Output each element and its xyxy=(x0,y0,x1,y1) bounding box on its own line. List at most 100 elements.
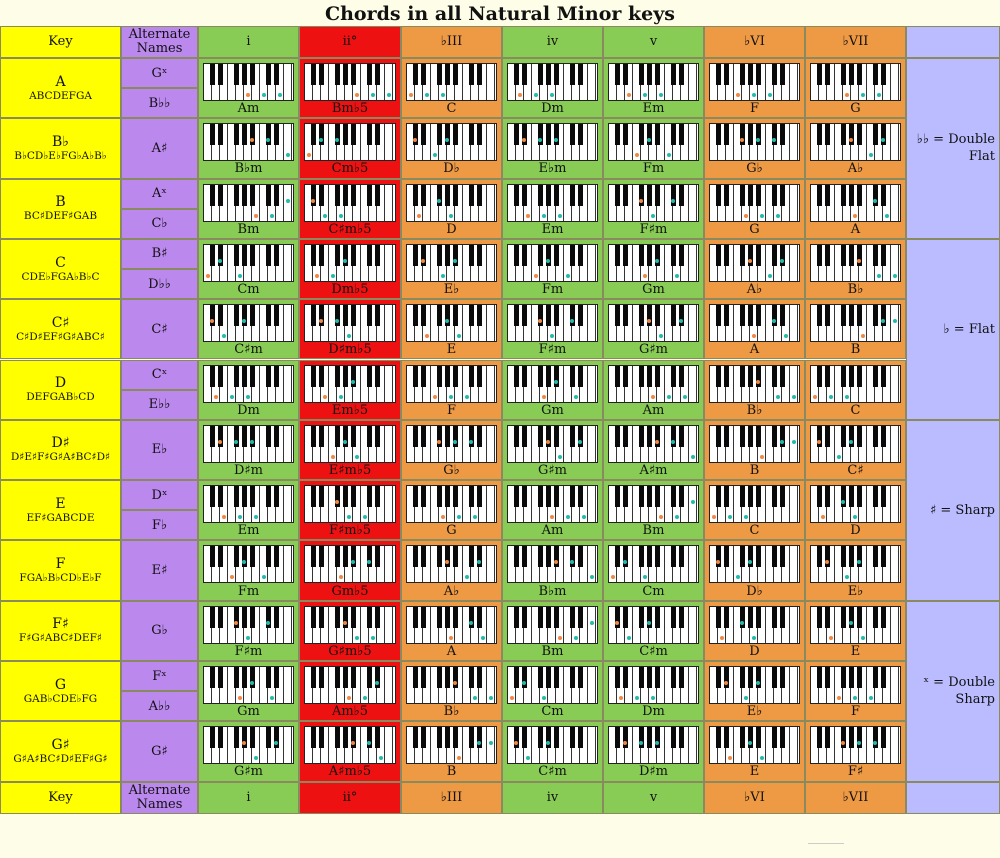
white-key xyxy=(276,305,284,342)
root-note-dot xyxy=(254,213,258,218)
piano-keyboard xyxy=(810,424,901,463)
black-key xyxy=(840,184,846,206)
black-key xyxy=(342,486,348,508)
chord-cell: G♯m xyxy=(502,419,603,481)
chord-cell: Cm♭5 xyxy=(299,118,401,179)
black-key xyxy=(816,124,822,146)
chord-note-dot xyxy=(347,515,351,520)
black-key xyxy=(209,425,215,447)
piano-keyboard xyxy=(709,485,800,524)
white-key xyxy=(377,124,385,161)
black-key xyxy=(848,124,854,146)
chord-cell: C xyxy=(805,359,906,420)
black-key xyxy=(318,244,324,266)
black-key xyxy=(545,727,551,749)
black-key xyxy=(824,486,830,508)
root-note-dot xyxy=(457,756,461,761)
chord-name: G♯m xyxy=(233,764,263,780)
chord-note-dot xyxy=(873,741,877,746)
chord-cell: G♯m♭5 xyxy=(299,600,401,661)
root-note-dot xyxy=(206,273,210,278)
piano-keyboard xyxy=(608,485,699,524)
chord-cell: Fm xyxy=(603,118,704,179)
white-key xyxy=(455,667,463,703)
white-key xyxy=(790,64,798,100)
chord-name: F xyxy=(850,704,861,720)
black-key xyxy=(715,727,721,749)
black-key xyxy=(670,606,676,628)
white-key xyxy=(588,727,596,764)
chord-note-dot xyxy=(286,153,290,158)
black-key xyxy=(444,365,450,387)
white-key xyxy=(321,546,329,583)
black-key xyxy=(872,727,878,749)
black-key xyxy=(747,606,753,628)
chord-note-dot xyxy=(829,394,833,399)
black-key xyxy=(310,425,316,447)
piano-keyboard xyxy=(203,605,294,644)
chord-name: Am xyxy=(642,402,665,418)
white-key xyxy=(220,486,228,523)
black-key xyxy=(513,365,519,387)
piano-keyboard xyxy=(203,183,294,222)
piano-keyboard xyxy=(507,605,598,644)
black-key xyxy=(310,305,316,327)
chord-cell: E♭ xyxy=(401,238,502,300)
black-key xyxy=(638,546,644,568)
white-key xyxy=(657,365,665,402)
black-key xyxy=(646,305,652,327)
black-key xyxy=(444,305,450,327)
chord-name: E♭m xyxy=(538,161,567,177)
key-scale: F♯G♯ABC♯DEF♯ xyxy=(19,632,102,645)
black-key xyxy=(521,546,527,568)
black-key xyxy=(342,244,348,266)
chord-note-dot xyxy=(671,198,675,203)
white-key xyxy=(681,244,689,281)
chord-name: B♭ xyxy=(847,282,864,298)
white-key xyxy=(423,727,431,764)
chord-note-dot xyxy=(367,741,371,746)
black-key xyxy=(265,667,271,688)
chord-note-dot xyxy=(319,138,323,143)
chord-cell: Em xyxy=(502,178,603,239)
piano-keyboard xyxy=(810,304,901,343)
black-key xyxy=(444,546,450,568)
black-key xyxy=(848,727,854,749)
white-key xyxy=(455,486,463,523)
white-key xyxy=(276,184,284,221)
piano-keyboard xyxy=(810,666,901,704)
white-key xyxy=(479,305,487,342)
white-key xyxy=(524,184,532,221)
black-key xyxy=(670,184,676,206)
black-key xyxy=(880,184,886,206)
chord-name: Dm xyxy=(541,101,564,117)
black-key xyxy=(318,667,324,688)
chord-note-dot xyxy=(222,334,226,339)
black-key xyxy=(412,64,418,85)
chord-note-dot xyxy=(242,560,246,565)
black-key xyxy=(771,606,777,628)
chord-cell: B♭ xyxy=(704,359,805,420)
chord-note-dot xyxy=(873,198,877,203)
alternate-name: Gˣ xyxy=(121,58,198,89)
chord-name: B xyxy=(446,764,457,780)
black-key xyxy=(420,184,426,206)
chord-cell: Bm xyxy=(198,178,299,239)
white-key xyxy=(588,305,596,342)
black-key xyxy=(638,727,644,749)
chord-name: D♯m xyxy=(638,764,669,780)
white-key xyxy=(385,486,393,523)
black-key xyxy=(217,124,223,146)
white-key xyxy=(782,64,790,100)
white-key xyxy=(284,425,292,462)
chord-cell: B♭ xyxy=(805,238,906,300)
piano-keyboard xyxy=(507,726,598,765)
chord-name: Em xyxy=(642,101,665,117)
white-key xyxy=(681,486,689,523)
chord-name: F♯m xyxy=(639,221,668,237)
black-key xyxy=(241,124,247,146)
black-key xyxy=(747,365,753,387)
root-note-dot xyxy=(611,575,615,580)
white-key xyxy=(689,667,697,703)
black-key xyxy=(779,546,785,568)
